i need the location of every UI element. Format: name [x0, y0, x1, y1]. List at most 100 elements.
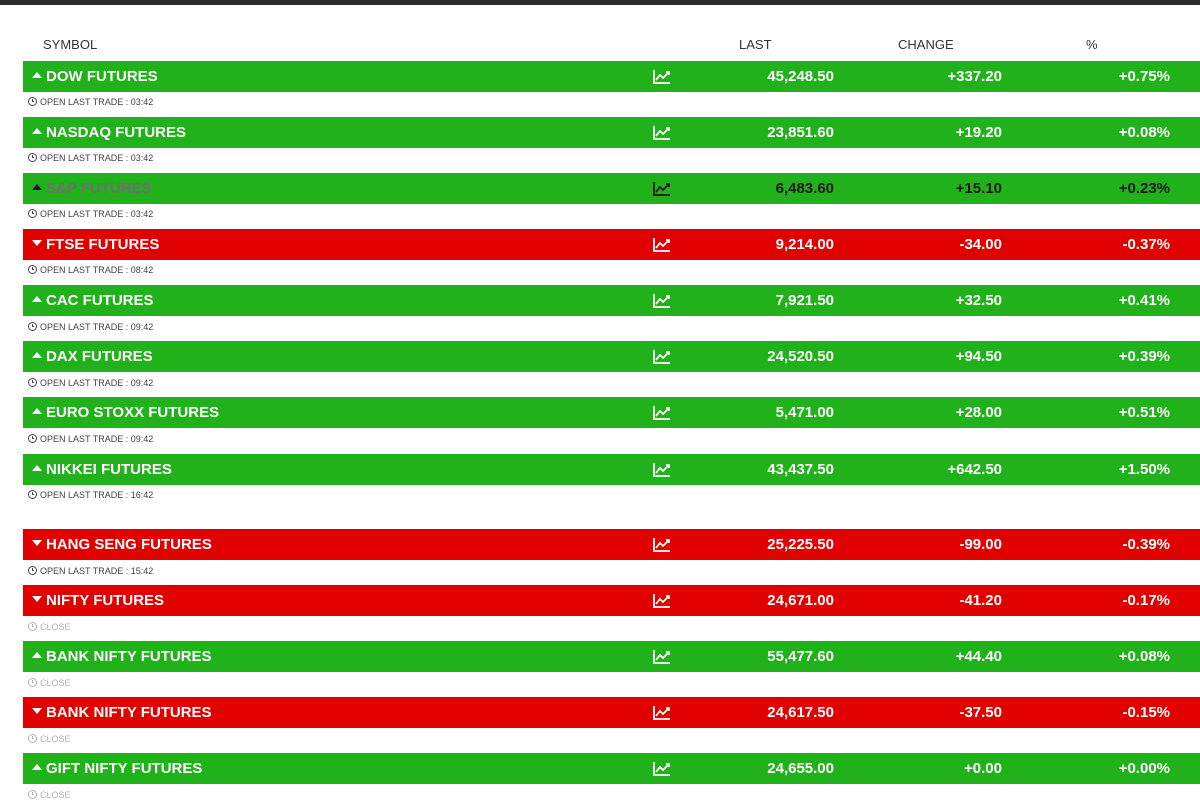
line-chart-icon[interactable]: [652, 536, 672, 553]
percent-change: +0.00%: [1118, 760, 1170, 777]
trade-status: CLOSE: [28, 732, 71, 746]
clock-icon: [28, 378, 37, 388]
price-change: +0.00: [964, 760, 1002, 777]
caret-up-icon: [32, 465, 42, 472]
clock-icon: [28, 622, 37, 632]
trade-status: OPEN LAST TRADE : 15:42: [28, 564, 153, 578]
percent-change: -0.37%: [1122, 236, 1170, 253]
symbol-name[interactable]: NIKKEI FUTURES: [32, 454, 172, 485]
percent-change: +0.08%: [1118, 124, 1170, 141]
table-row[interactable]: DAX FUTURES 24,520.50 +94.50 +0.39%: [23, 341, 1200, 372]
percent-change: +0.51%: [1118, 404, 1170, 421]
caret-up-icon: [32, 352, 42, 359]
last-price: 23,851.60: [767, 124, 834, 141]
symbol-name[interactable]: S&P FUTURES: [32, 173, 152, 204]
caret-up-icon: [32, 764, 42, 771]
column-header-last: LAST: [739, 37, 772, 52]
line-chart-icon[interactable]: [652, 180, 672, 197]
percent-change: +0.23%: [1118, 180, 1170, 197]
percent-change: +0.41%: [1118, 292, 1170, 309]
percent-change: -0.15%: [1122, 704, 1170, 721]
price-change: +28.00: [955, 404, 1002, 421]
line-chart-icon[interactable]: [652, 404, 672, 421]
last-price: 24,655.00: [767, 760, 834, 777]
price-change: +94.50: [955, 348, 1002, 365]
column-header-symbol: SYMBOL: [43, 37, 98, 52]
table-row[interactable]: HANG SENG FUTURES 25,225.50 -99.00 -0.39…: [23, 529, 1200, 560]
last-price: 24,617.50: [767, 704, 834, 721]
last-price: 55,477.60: [767, 648, 834, 665]
symbol-name[interactable]: EURO STOXX FUTURES: [32, 397, 219, 428]
symbol-name[interactable]: DAX FUTURES: [32, 341, 153, 372]
line-chart-icon[interactable]: [652, 292, 672, 309]
trade-status: OPEN LAST TRADE : 03:42: [28, 95, 153, 109]
table-header: SYMBOL LAST CHANGE %: [0, 34, 1200, 56]
symbol-name[interactable]: NASDAQ FUTURES: [32, 117, 186, 148]
price-change: +44.40: [955, 648, 1002, 665]
percent-change: +0.08%: [1118, 648, 1170, 665]
table-row[interactable]: NASDAQ FUTURES 23,851.60 +19.20 +0.08%: [23, 117, 1200, 148]
last-price: 7,921.50: [775, 292, 834, 309]
line-chart-icon[interactable]: [652, 760, 672, 777]
trade-status: CLOSE: [28, 788, 71, 802]
trade-status: OPEN LAST TRADE : 08:42: [28, 263, 153, 277]
clock-icon: [28, 97, 37, 107]
percent-change: -0.39%: [1122, 536, 1170, 553]
percent-change: +0.75%: [1118, 68, 1170, 85]
table-row[interactable]: BANK NIFTY FUTURES 55,477.60 +44.40 +0.0…: [23, 641, 1200, 672]
line-chart-icon[interactable]: [652, 461, 672, 478]
caret-down-icon: [32, 540, 42, 547]
caret-up-icon: [32, 128, 42, 135]
percent-change: +1.50%: [1118, 461, 1170, 478]
line-chart-icon[interactable]: [652, 592, 672, 609]
last-price: 5,471.00: [775, 404, 834, 421]
table-row[interactable]: CAC FUTURES 7,921.50 +32.50 +0.41%: [23, 285, 1200, 316]
trade-status: OPEN LAST TRADE : 03:42: [28, 151, 153, 165]
symbol-name[interactable]: BANK NIFTY FUTURES: [32, 697, 212, 728]
last-price: 24,520.50: [767, 348, 834, 365]
clock-icon: [28, 209, 37, 219]
symbol-name[interactable]: BANK NIFTY FUTURES: [32, 641, 212, 672]
last-price: 6,483.60: [775, 180, 834, 197]
last-price: 24,671.00: [767, 592, 834, 609]
symbol-name[interactable]: HANG SENG FUTURES: [32, 529, 212, 560]
symbol-name[interactable]: FTSE FUTURES: [32, 229, 159, 260]
line-chart-icon[interactable]: [652, 236, 672, 253]
trade-status: OPEN LAST TRADE : 09:42: [28, 320, 153, 334]
table-row[interactable]: NIFTY FUTURES 24,671.00 -41.20 -0.17%: [23, 585, 1200, 616]
clock-icon: [28, 434, 37, 444]
table-row[interactable]: FTSE FUTURES 9,214.00 -34.00 -0.37%: [23, 229, 1200, 260]
table-row[interactable]: EURO STOXX FUTURES 5,471.00 +28.00 +0.51…: [23, 397, 1200, 428]
table-row[interactable]: S&P FUTURES 6,483.60 +15.10 +0.23%: [23, 173, 1200, 204]
column-header-change: CHANGE: [898, 37, 954, 52]
caret-up-icon: [32, 408, 42, 415]
line-chart-icon[interactable]: [652, 648, 672, 665]
symbol-name[interactable]: GIFT NIFTY FUTURES: [32, 753, 202, 784]
price-change: +32.50: [955, 292, 1002, 309]
price-change: -37.50: [959, 704, 1002, 721]
line-chart-icon[interactable]: [652, 68, 672, 85]
last-price: 25,225.50: [767, 536, 834, 553]
table-row[interactable]: NIKKEI FUTURES 43,437.50 +642.50 +1.50%: [23, 454, 1200, 485]
line-chart-icon[interactable]: [652, 704, 672, 721]
line-chart-icon[interactable]: [652, 124, 672, 141]
symbol-name[interactable]: NIFTY FUTURES: [32, 585, 164, 616]
symbol-name[interactable]: CAC FUTURES: [32, 285, 154, 316]
price-change: -34.00: [959, 236, 1002, 253]
table-row[interactable]: GIFT NIFTY FUTURES 24,655.00 +0.00 +0.00…: [23, 753, 1200, 784]
last-price: 9,214.00: [775, 236, 834, 253]
clock-icon: [28, 153, 37, 163]
table-row[interactable]: BANK NIFTY FUTURES 24,617.50 -37.50 -0.1…: [23, 697, 1200, 728]
symbol-name[interactable]: DOW FUTURES: [32, 61, 158, 92]
table-row[interactable]: DOW FUTURES 45,248.50 +337.20 +0.75%: [23, 61, 1200, 92]
trade-status: OPEN LAST TRADE : 16:42: [28, 488, 153, 502]
caret-down-icon: [32, 708, 42, 715]
line-chart-icon[interactable]: [652, 348, 672, 365]
price-change: +15.10: [955, 180, 1002, 197]
percent-change: +0.39%: [1118, 348, 1170, 365]
price-change: +642.50: [947, 461, 1002, 478]
caret-up-icon: [32, 72, 42, 79]
price-change: +19.20: [955, 124, 1002, 141]
caret-down-icon: [32, 240, 42, 247]
last-price: 45,248.50: [767, 68, 834, 85]
